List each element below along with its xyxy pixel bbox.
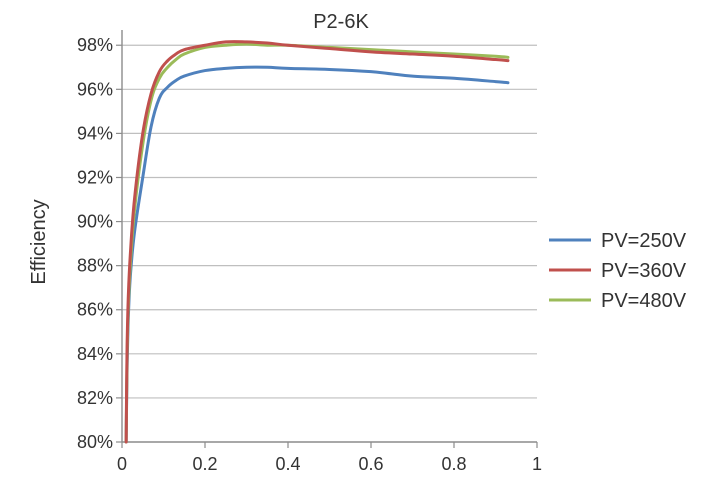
- series-line-pv-360v: [124, 40, 510, 444]
- series-line-pv-480v: [124, 42, 510, 444]
- y-tick-label: 82%: [77, 388, 113, 408]
- y-axis-label: Efficiency: [28, 199, 50, 284]
- y-tick-labels: 80% 82% 84% 86% 88% 90% 92% 94% 96% 98%: [77, 35, 113, 452]
- gridlines: [122, 44, 537, 399]
- y-tick-label: 92%: [77, 167, 113, 187]
- y-tick-label: 96%: [77, 79, 113, 99]
- y-tick-label: 94%: [77, 123, 113, 143]
- legend-label: PV=480V: [601, 290, 687, 312]
- x-tick-labels: 0 0.2 0.4 0.6 0.8 1: [117, 454, 542, 474]
- legend-label: PV=360V: [601, 260, 687, 282]
- x-tick-label: 0.4: [275, 454, 300, 474]
- y-tick-label: 84%: [77, 344, 113, 364]
- x-tick-label: 1: [532, 454, 542, 474]
- legend: PV=250V PV=360V PV=480V: [549, 230, 687, 312]
- legend-label: PV=250V: [601, 230, 687, 252]
- x-tick-label: 0: [117, 454, 127, 474]
- x-tick-label: 0.8: [441, 454, 466, 474]
- y-tick-label: 90%: [77, 212, 113, 232]
- series-lines: [124, 40, 510, 444]
- chart-title: P2-6K: [313, 11, 369, 33]
- axes: [116, 30, 538, 448]
- series-line-pv-250v: [124, 65, 510, 444]
- y-tick-label: 88%: [77, 256, 113, 276]
- y-tick-label: 86%: [77, 300, 113, 320]
- y-tick-label: 80%: [77, 432, 113, 452]
- y-tick-label: 98%: [77, 35, 113, 55]
- x-tick-label: 0.6: [358, 454, 383, 474]
- x-tick-label: 0.2: [192, 454, 217, 474]
